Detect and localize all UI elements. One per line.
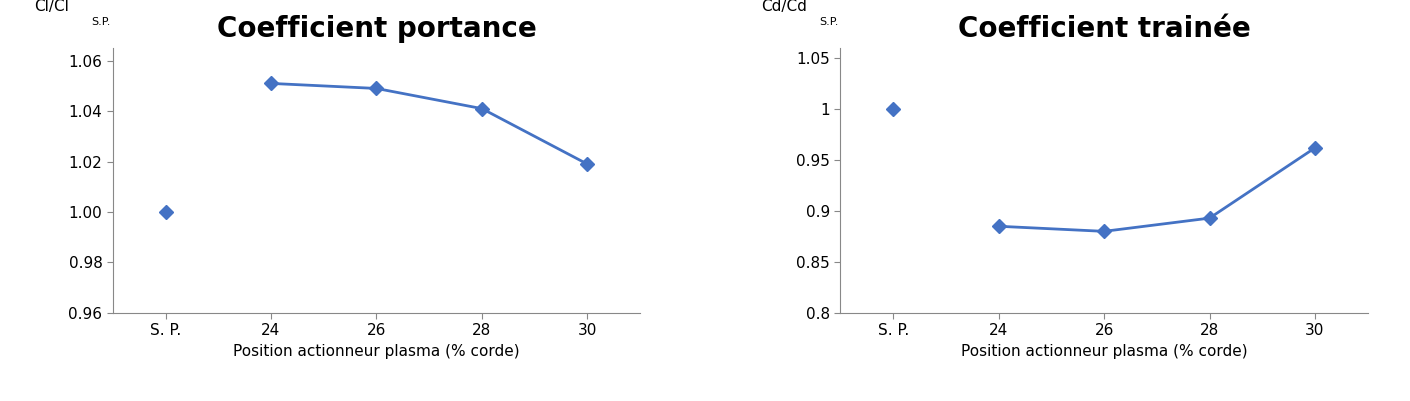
X-axis label: Position actionneur plasma (% corde): Position actionneur plasma (% corde) [960,344,1248,359]
Text: Cd/Cd: Cd/Cd [761,0,807,14]
Title: Coefficient portance: Coefficient portance [217,15,536,43]
Text: Cl/Cl: Cl/Cl [34,0,69,14]
Text: S.P.: S.P. [819,17,839,27]
Text: S.P.: S.P. [92,17,111,27]
X-axis label: Position actionneur plasma (% corde): Position actionneur plasma (% corde) [233,344,520,359]
Title: Coefficient trainée: Coefficient trainée [957,15,1251,43]
